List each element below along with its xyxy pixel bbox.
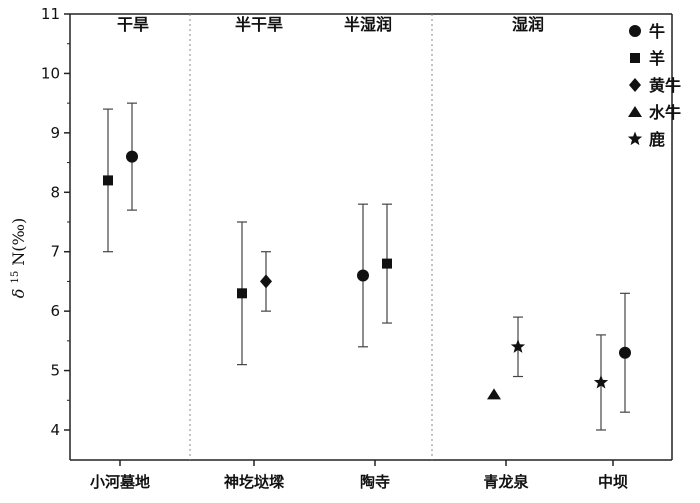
y-tick-label: 5 xyxy=(50,362,60,380)
x-axis: 小河墓地 神圪垯墚 陶寺 青龙泉 中坝 xyxy=(90,460,628,491)
y-axis: 4 5 6 7 8 9 10 11 xyxy=(41,5,70,439)
x-tick-label: 神圪垯墚 xyxy=(224,473,285,491)
y-tick-label: 10 xyxy=(41,64,60,82)
zone-label: 干旱 xyxy=(117,15,149,34)
y-axis-title: δ 15 N(‰) xyxy=(3,218,28,299)
plot-frame xyxy=(69,13,673,461)
y-axis-title-rest: N(‰) xyxy=(9,218,28,266)
legend-marker xyxy=(629,25,641,37)
zone-label: 湿润 xyxy=(511,15,544,34)
x-tick-label: 陶寺 xyxy=(360,473,390,491)
legend-label: 羊 xyxy=(649,49,665,68)
y-tick-label: 7 xyxy=(50,243,60,261)
legend-marker xyxy=(627,131,643,146)
data-point xyxy=(510,339,526,353)
y-axis-title-superscript: 15 xyxy=(10,271,21,284)
data-point xyxy=(126,150,138,163)
legend-marker xyxy=(628,106,642,117)
y-tick-label: 8 xyxy=(50,183,60,201)
y-axis-title-delta: δ xyxy=(9,289,28,299)
data-point xyxy=(382,258,392,269)
data-point xyxy=(260,274,272,289)
x-tick-label: 中坝 xyxy=(598,473,628,491)
zone-dividers xyxy=(189,14,433,460)
y-tick-label: 6 xyxy=(50,302,60,320)
x-tick-label: 小河墓地 xyxy=(90,473,150,491)
y-tick-label: 4 xyxy=(50,421,60,439)
legend-label: 鹿 xyxy=(649,130,665,149)
data-point xyxy=(103,175,113,186)
zone-label: 半干旱 xyxy=(235,15,283,34)
data-marks xyxy=(103,102,631,431)
x-tick-label: 青龙泉 xyxy=(483,473,529,491)
zone-label: 半湿润 xyxy=(344,15,392,34)
data-point xyxy=(487,388,501,400)
data-point xyxy=(357,269,369,282)
legend-label: 黄牛 xyxy=(649,76,681,95)
legend-marker xyxy=(630,53,640,63)
y-tick-label: 9 xyxy=(50,124,60,142)
data-point xyxy=(593,374,609,389)
zone-labels: 干旱 半干旱 半湿润 湿润 xyxy=(117,15,544,34)
svg-text:δ 15 N(‰): δ 15 N(‰) xyxy=(3,218,28,299)
data-point xyxy=(237,288,247,299)
y-tick-label: 11 xyxy=(41,5,60,23)
data-point xyxy=(619,346,631,359)
legend-marker xyxy=(629,78,641,92)
legend-label: 水牛 xyxy=(649,103,681,122)
legend-label: 牛 xyxy=(649,22,665,41)
